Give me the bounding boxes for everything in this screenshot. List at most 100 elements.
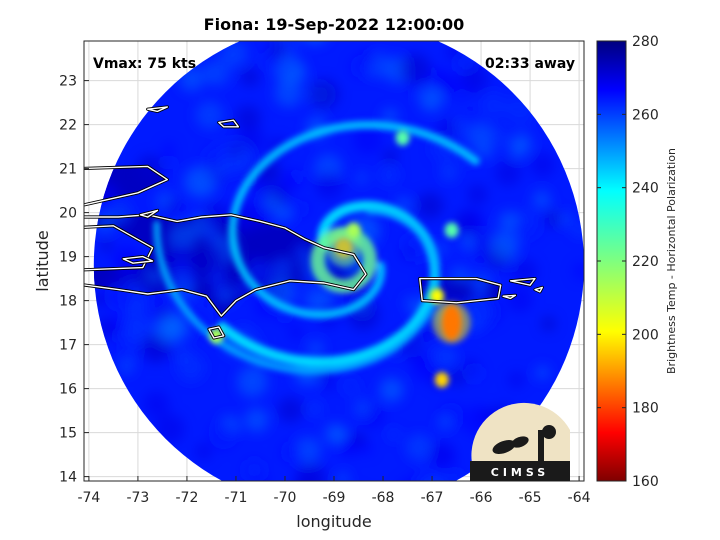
texture-cell	[434, 242, 448, 256]
texture-cell	[143, 391, 170, 418]
texture-cell	[308, 340, 324, 357]
texture-cell	[495, 159, 522, 186]
texture-cell	[208, 421, 238, 450]
texture-cell	[460, 209, 484, 233]
x-axis-label: longitude	[296, 512, 371, 531]
texture-cell	[235, 105, 261, 131]
texture-cell	[428, 441, 455, 468]
x-tick-label: -69	[323, 490, 346, 506]
texture-cell	[350, 55, 373, 79]
coastline	[84, 214, 367, 317]
texture-cell	[378, 164, 400, 185]
colorbar: 160 180 200 220 240 260 280 Brightness Temp - …	[596, 34, 678, 490]
coastline	[146, 106, 169, 113]
x-tick-label: -71	[225, 490, 248, 506]
texture-cell	[506, 286, 533, 313]
y-tick-label: 20	[59, 206, 77, 222]
texture-cell	[244, 408, 269, 432]
water-tower-icon	[538, 430, 544, 461]
colorbar-tick-label: 220	[632, 254, 659, 270]
texture-cell	[467, 184, 488, 205]
x-axis-ticks: -74 -73 -72 -71 -70 -69 -68 -67 -66 -65 -64	[77, 476, 591, 506]
time-away-annotation: 02:33 away	[485, 56, 575, 72]
texture-cell	[304, 494, 323, 513]
texture-cell	[353, 432, 366, 446]
satellite-dish-icon	[492, 440, 516, 454]
texture-cell	[408, 82, 422, 96]
texture-cell	[321, 376, 336, 392]
texture-cell	[273, 203, 292, 222]
texture-cell	[274, 79, 303, 107]
texture-cell	[107, 202, 132, 226]
convective-cell	[434, 372, 449, 388]
texture-cell	[404, 296, 418, 310]
texture-cell	[463, 358, 478, 372]
texture-cell	[163, 197, 183, 217]
texture-cell	[120, 339, 142, 360]
texture-cell	[379, 377, 404, 402]
texture-cell	[436, 118, 458, 139]
y-axis-ticks: 14 15 16 17 18 19 20 21 22 23	[59, 74, 89, 486]
texture-cell	[263, 194, 280, 211]
coastline	[208, 326, 225, 339]
coastline	[419, 277, 502, 304]
vmax-annotation: Vmax: 75 kts	[93, 56, 196, 72]
texture-cell	[415, 463, 438, 481]
texture-cell	[205, 266, 228, 289]
rain-band-layer	[153, 120, 480, 375]
texture-cell	[530, 152, 556, 178]
y-tick-label: 22	[59, 118, 77, 134]
texture-cell	[315, 171, 343, 200]
x-tick-label: -70	[274, 490, 297, 506]
texture-cell	[412, 352, 427, 368]
texture-cell	[416, 192, 444, 220]
texture-cell	[336, 472, 350, 481]
cimss-logo: CIMSS	[470, 402, 570, 481]
colorbar-label: Brightness Temp - Horizontal Polarizatio…	[665, 148, 678, 374]
texture-cell	[288, 324, 305, 341]
satellite-dish-small-icon	[511, 436, 529, 448]
convective-cell	[346, 222, 361, 238]
x-tick-label: -73	[126, 490, 149, 506]
texture-cell	[154, 315, 183, 343]
x-tick-label: -67	[421, 490, 444, 506]
logo-text: CIMSS	[491, 466, 549, 479]
texture-cell	[355, 171, 368, 184]
chart-title: Fiona: 19-Sep-2022 12:00:00	[204, 15, 465, 34]
texture-cell	[489, 231, 519, 261]
convective-halo	[432, 301, 471, 344]
texture-cell	[161, 155, 176, 170]
texture-cell	[200, 242, 227, 269]
texture-cell	[535, 365, 550, 380]
colorbar-tick-label: 160	[632, 474, 659, 490]
rain-band	[228, 120, 480, 319]
y-tick-label: 21	[59, 162, 77, 178]
texture-cell	[243, 458, 266, 481]
water-tower-tank-icon	[542, 425, 556, 439]
texture-cell	[183, 166, 216, 198]
coastline-layer	[84, 105, 544, 340]
coastline	[502, 294, 517, 300]
y-tick-label: 17	[59, 338, 77, 354]
y-tick-label: 16	[59, 382, 77, 398]
texture-cell	[383, 148, 398, 164]
x-tick-label: -74	[77, 490, 100, 506]
texture-cell	[541, 316, 556, 331]
texture-cell	[167, 261, 198, 292]
y-tick-label: 18	[59, 294, 77, 310]
plot-area: -74 -73 -72 -71 -70 -69 -68 -67 -66 -65 -64 14 15 16…	[59, 40, 591, 513]
texture-cell	[309, 79, 340, 109]
texture-cell	[228, 143, 243, 158]
texture-cell	[307, 401, 323, 417]
texture-cell	[572, 262, 584, 280]
y-tick-label: 23	[59, 74, 77, 90]
x-tick-label: -72	[176, 490, 199, 506]
y-tick-label: 19	[59, 250, 77, 266]
texture-cell	[347, 487, 364, 504]
texture-cell	[272, 256, 294, 279]
convective-cell	[444, 222, 459, 238]
texture-cell	[103, 317, 118, 332]
y-axis-label: latitude	[33, 230, 52, 291]
texture-cell	[558, 211, 574, 228]
